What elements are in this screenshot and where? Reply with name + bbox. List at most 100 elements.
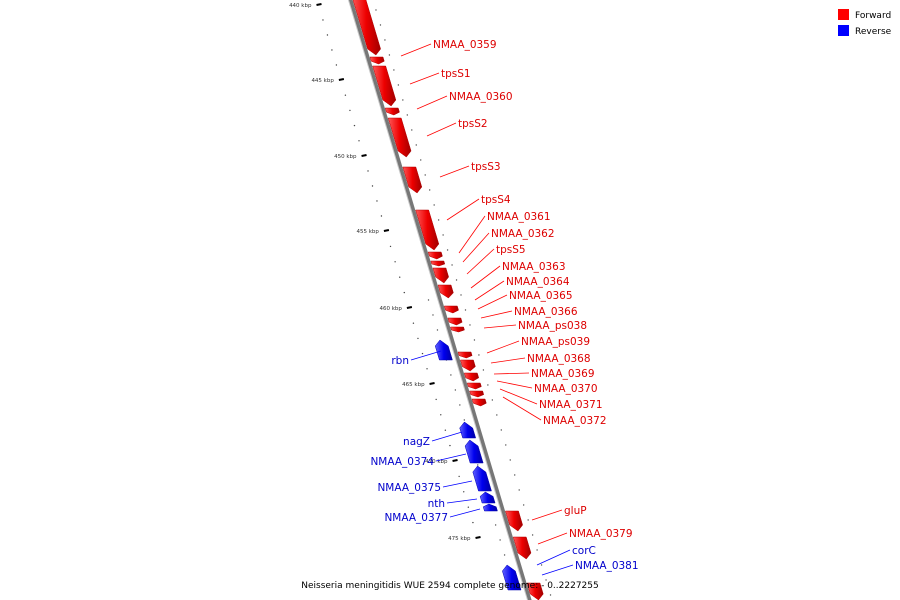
- minor-tick: [458, 475, 460, 478]
- gene-label-nmaa-0368[interactable]: NMAA_0368: [527, 353, 591, 365]
- gene-label-rbn[interactable]: rbn: [391, 355, 409, 367]
- gene-label-tpss3[interactable]: tpsS3: [471, 161, 501, 173]
- minor-tick: [467, 506, 470, 508]
- gene-feature-nmaa-0364[interactable]: [443, 305, 459, 314]
- strand-guide-dot: [459, 404, 461, 406]
- strand-guide-dot: [437, 219, 440, 221]
- gene-label-nmaa-ps039[interactable]: NMAA_ps039: [521, 336, 590, 348]
- gene-feature-nmaa-0361[interactable]: [427, 251, 443, 260]
- tick-label: 465 kbp: [402, 382, 425, 388]
- leader-line: [477, 294, 508, 310]
- gene-feature-nmaa-0379[interactable]: [512, 536, 532, 560]
- gene-feature-nth[interactable]: [479, 491, 496, 504]
- strand-guide-dot: [499, 539, 501, 541]
- gene-label-nmaa-0370[interactable]: NMAA_0370: [534, 383, 598, 395]
- strand-guide-dot: [375, 9, 377, 11]
- gene-label-nmaa-ps038[interactable]: NMAA_ps038: [518, 320, 587, 332]
- strand-guide-dot: [424, 174, 426, 176]
- strand-guide-dot: [491, 399, 494, 401]
- leader-line: [409, 72, 440, 85]
- gene-feature-nmaa-0363[interactable]: [437, 284, 454, 299]
- leader-line: [499, 388, 538, 405]
- minor-tick: [403, 291, 406, 294]
- strand-guide-dot: [473, 339, 476, 341]
- minor-tick: [353, 124, 356, 127]
- gene-feature-tpss4[interactable]: [415, 209, 440, 251]
- gene-feature-tpss5[interactable]: [432, 267, 449, 284]
- gene-label-nmaa-0364[interactable]: NMAA_0364: [506, 276, 570, 288]
- gene-label-nmaa-0361[interactable]: NMAA_0361: [487, 211, 551, 223]
- strand-guide-dot: [477, 464, 479, 466]
- gene-label-nmaa-0377[interactable]: NMAA_0377: [384, 512, 448, 524]
- strand-guide-dot: [509, 459, 511, 461]
- minor-tick: [358, 140, 360, 142]
- gene-feature-nmaa-0365[interactable]: [447, 317, 463, 326]
- leader-line: [536, 549, 571, 566]
- gene-feature-nmaa-0375[interactable]: [472, 465, 492, 492]
- strand-guide-dot: [469, 324, 471, 326]
- gene-label-nmaa-0365[interactable]: NMAA_0365: [509, 290, 573, 302]
- gene-feature-rbn[interactable]: [434, 339, 453, 361]
- strand-guide-dot: [428, 189, 431, 191]
- gene-feature-nagz[interactable]: [459, 421, 477, 439]
- gene-label-corc[interactable]: corC: [572, 545, 596, 557]
- gene-label-nth[interactable]: nth: [428, 498, 445, 510]
- minor-tick: [326, 34, 329, 36]
- gene-label-nmaa-0375[interactable]: NMAA_0375: [377, 482, 441, 494]
- gene-feature-nmaa-0369[interactable]: [463, 372, 480, 382]
- minor-tick: [331, 49, 333, 51]
- gene-feature-nmaa-0368[interactable]: [460, 359, 476, 372]
- gene-feature-tpss1[interactable]: [372, 65, 397, 107]
- gene-label-tpss4[interactable]: tpsS4: [481, 194, 511, 206]
- leader-line: [439, 165, 470, 178]
- gene-label-nmaa-0374[interactable]: NMAA_0374: [370, 456, 434, 468]
- leader-line: [490, 357, 526, 364]
- gene-feature-nmaa-0360[interactable]: [384, 107, 400, 116]
- gene-feature-nmaa-0374[interactable]: [464, 439, 484, 464]
- gene-feature-nmaa-0371[interactable]: [469, 390, 485, 398]
- genome-backbone-highlight: [347, 0, 529, 600]
- gene-feature-gene-a[interactable]: [369, 56, 385, 65]
- strand-guide-dot: [464, 309, 467, 311]
- gene-feature-tpss2[interactable]: [387, 117, 412, 158]
- minor-tick: [371, 185, 374, 187]
- gene-label-nmaa-0362[interactable]: NMAA_0362: [491, 228, 555, 240]
- leader-line: [442, 480, 473, 488]
- gene-label-nmaa-0366[interactable]: NMAA_0366: [514, 306, 578, 318]
- tick-label: 450 kbp: [334, 154, 357, 160]
- gene-label-nmaa-0363[interactable]: NMAA_0363: [502, 261, 566, 273]
- strand-guide-dot: [455, 279, 458, 281]
- leader-line: [493, 372, 530, 375]
- gene-label-nmaa-0381[interactable]: NMAA_0381: [575, 560, 639, 572]
- gene-label-glup[interactable]: gluP: [564, 505, 587, 517]
- leader-line: [458, 215, 486, 254]
- minor-tick: [394, 261, 396, 263]
- gene-feature-tpss3[interactable]: [402, 166, 423, 194]
- gene-feature-nmaa-0359[interactable]: [352, 0, 381, 56]
- gene-feature-nmaa-0377[interactable]: [482, 503, 498, 512]
- minor-tick: [412, 322, 415, 324]
- strand-guide-dot: [531, 534, 534, 536]
- leader-line: [531, 509, 563, 521]
- strand-guide-dot: [411, 129, 413, 131]
- gene-label-nmaa-0372[interactable]: NMAA_0372: [543, 415, 607, 427]
- gene-label-tpss2[interactable]: tpsS2: [458, 118, 488, 130]
- gene-label-nmaa-0359[interactable]: NMAA_0359: [433, 39, 497, 51]
- gene-label-tpss1[interactable]: tpsS1: [441, 68, 471, 80]
- gene-feature-nmaa-0372[interactable]: [471, 398, 487, 407]
- strand-guide-dot: [487, 384, 489, 386]
- gene-feature-glup[interactable]: [505, 510, 523, 532]
- genome-backbone: [348, 0, 532, 600]
- gene-label-nmaa-0371[interactable]: NMAA_0371: [539, 399, 603, 411]
- gene-feature-nmaa-0366[interactable]: [450, 326, 465, 333]
- gene-label-nmaa-0369[interactable]: NMAA_0369: [531, 368, 595, 380]
- gene-label-nmaa-0360[interactable]: NMAA_0360: [449, 91, 513, 103]
- gene-label-nagz[interactable]: nagZ: [403, 436, 430, 448]
- gene-feature-nmaa-0380[interactable]: [526, 582, 544, 600]
- gene-feature-nmaa-ps038[interactable]: [457, 351, 473, 359]
- gene-label-tpss5[interactable]: tpsS5: [496, 244, 526, 256]
- gene-feature-nmaa-0362[interactable]: [430, 260, 446, 267]
- gene-feature-corc[interactable]: [502, 564, 522, 591]
- gene-label-nmaa-0379[interactable]: NMAA_0379: [569, 528, 633, 540]
- gene-feature-nmaa-0370[interactable]: [466, 382, 482, 390]
